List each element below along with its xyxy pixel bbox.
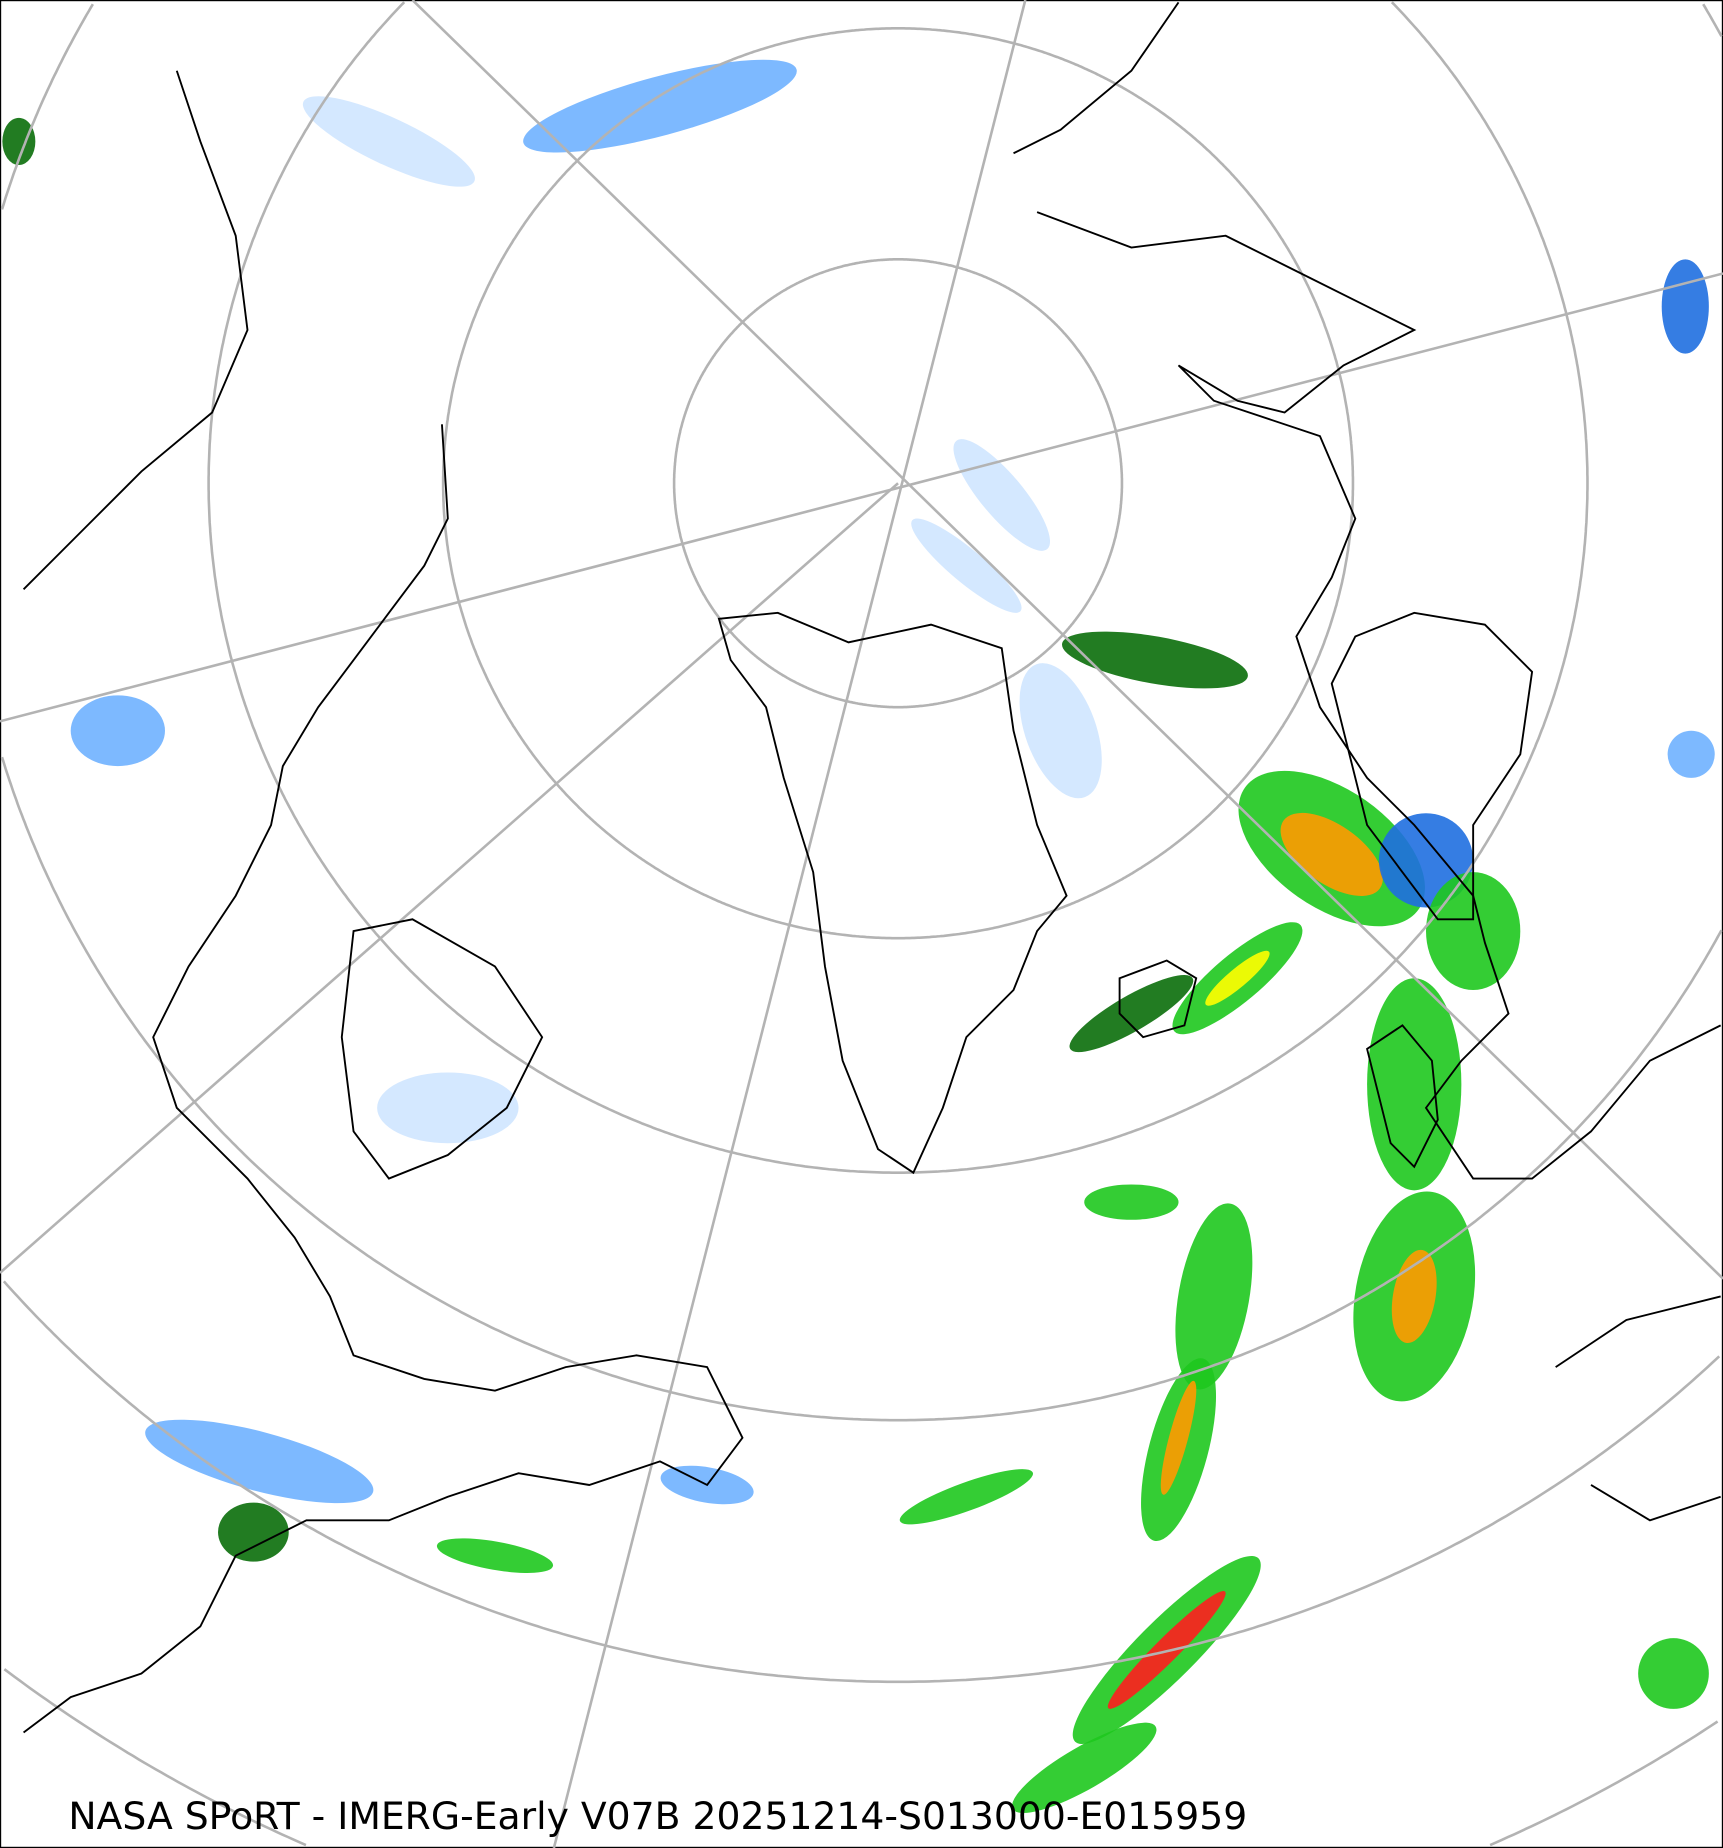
meridian-line xyxy=(552,0,1027,1848)
alaska-coast xyxy=(22,70,249,590)
eurasia-coast xyxy=(1013,1,1722,1180)
precipitation-area xyxy=(1280,812,1383,896)
precipitation-area xyxy=(523,59,797,153)
precipitation-area xyxy=(1019,663,1102,799)
precipitation-area xyxy=(1012,1722,1157,1813)
precipitation-area xyxy=(436,1538,554,1573)
precipitation-area xyxy=(1205,950,1270,1006)
precipitation-area xyxy=(1367,978,1462,1191)
precipitation-area xyxy=(1084,1184,1179,1220)
precipitation-area xyxy=(899,1469,1034,1525)
precipitation-area xyxy=(2,117,36,166)
map-caption: NASA SPoRT - IMERG-Early V07B 20251214-S… xyxy=(68,1794,1247,1838)
precipitation-area xyxy=(377,1072,519,1144)
meridian-line xyxy=(0,482,899,1274)
north-america-coast xyxy=(23,424,744,1734)
precipitation-area xyxy=(1661,259,1709,354)
precipitation-area xyxy=(1160,1380,1197,1495)
greenland-coast xyxy=(717,611,1068,1175)
precipitation-area xyxy=(1175,1203,1253,1390)
latitude-circle xyxy=(3,1668,1719,1847)
precipitation-area xyxy=(1638,1638,1709,1709)
precipitation-area xyxy=(1062,631,1248,689)
europe-coast xyxy=(1555,1295,1721,1522)
precipitation-area xyxy=(1667,730,1715,778)
precipitation-area xyxy=(218,1502,289,1562)
latitude-circle xyxy=(0,3,1723,1422)
latitude-circle xyxy=(441,27,1355,940)
precipitation-area xyxy=(70,695,165,767)
precipitation-area xyxy=(145,1419,374,1504)
latitude-circle xyxy=(207,1,1589,1174)
coastlines xyxy=(22,1,1722,1734)
hudson-bay-coast xyxy=(340,918,544,1180)
latitude-circle xyxy=(672,258,1124,709)
scandinavia-coast xyxy=(1330,611,1534,921)
latitude-circle xyxy=(2,1280,1721,1684)
iceland-coast xyxy=(1118,959,1198,1039)
precipitation-area xyxy=(1069,975,1194,1053)
precipitation-area xyxy=(302,96,475,187)
meridian-line xyxy=(0,272,1723,723)
precipitation-area xyxy=(1426,872,1521,990)
british-isles-coast xyxy=(1366,1024,1439,1169)
precipitation-layer xyxy=(2,59,1715,1813)
precipitation-area xyxy=(911,518,1022,613)
meridian-line xyxy=(411,0,1723,1280)
